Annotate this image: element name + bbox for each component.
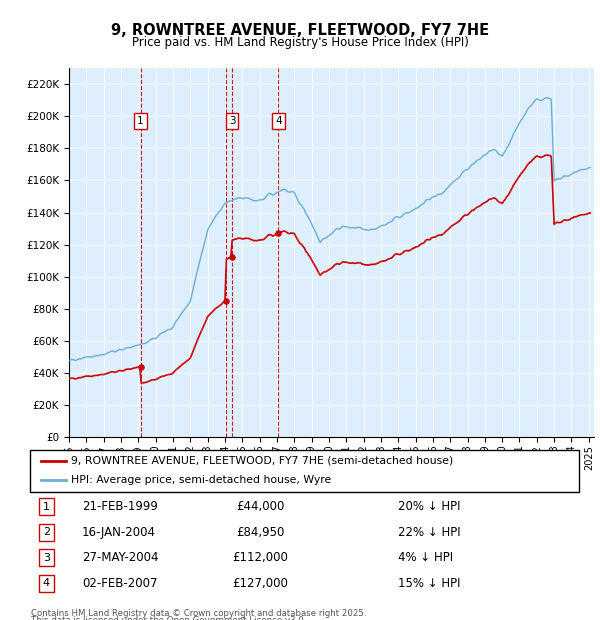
Text: 15% ↓ HPI: 15% ↓ HPI	[398, 577, 460, 590]
Text: 4: 4	[43, 578, 50, 588]
Text: Contains HM Land Registry data © Crown copyright and database right 2025.: Contains HM Land Registry data © Crown c…	[31, 609, 367, 618]
Text: 20% ↓ HPI: 20% ↓ HPI	[398, 500, 460, 513]
FancyBboxPatch shape	[30, 450, 579, 492]
Text: £84,950: £84,950	[236, 526, 285, 539]
Text: 2: 2	[43, 528, 50, 538]
Text: 9, ROWNTREE AVENUE, FLEETWOOD, FY7 7HE (semi-detached house): 9, ROWNTREE AVENUE, FLEETWOOD, FY7 7HE (…	[71, 456, 454, 466]
Text: 27-MAY-2004: 27-MAY-2004	[82, 551, 158, 564]
Text: Price paid vs. HM Land Registry's House Price Index (HPI): Price paid vs. HM Land Registry's House …	[131, 36, 469, 49]
Text: 4: 4	[275, 116, 282, 126]
Point	[274, 228, 283, 238]
Text: 1: 1	[43, 502, 50, 512]
Text: £127,000: £127,000	[233, 577, 289, 590]
Text: HPI: Average price, semi-detached house, Wyre: HPI: Average price, semi-detached house,…	[71, 476, 331, 485]
Text: 3: 3	[229, 116, 235, 126]
Text: 22% ↓ HPI: 22% ↓ HPI	[398, 526, 460, 539]
Text: 4% ↓ HPI: 4% ↓ HPI	[398, 551, 453, 564]
Text: £112,000: £112,000	[233, 551, 289, 564]
Point	[221, 296, 230, 306]
Text: 02-FEB-2007: 02-FEB-2007	[82, 577, 158, 590]
Point	[136, 361, 145, 371]
Text: 21-FEB-1999: 21-FEB-1999	[82, 500, 158, 513]
Text: 16-JAN-2004: 16-JAN-2004	[82, 526, 156, 539]
Text: £44,000: £44,000	[236, 500, 285, 513]
Point	[227, 252, 237, 262]
Text: 1: 1	[137, 116, 144, 126]
Text: 9, ROWNTREE AVENUE, FLEETWOOD, FY7 7HE: 9, ROWNTREE AVENUE, FLEETWOOD, FY7 7HE	[111, 23, 489, 38]
Text: 3: 3	[43, 553, 50, 563]
Text: This data is licensed under the Open Government Licence v3.0.: This data is licensed under the Open Gov…	[31, 616, 307, 620]
